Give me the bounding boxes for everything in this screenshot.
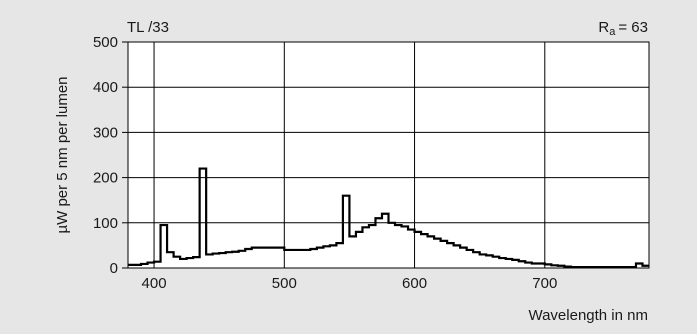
y-tick-label-200: 200	[93, 170, 118, 187]
x-tick-label-600: 600	[402, 275, 427, 292]
plot-area	[128, 42, 649, 268]
y-tick-label-0: 0	[110, 260, 118, 277]
y-axis-label: µW per 5 nm per lumen	[54, 76, 71, 233]
y-tick-label-400: 400	[93, 79, 118, 96]
ra-subscript: a	[609, 26, 616, 38]
x-tick-label-400: 400	[142, 275, 167, 292]
y-tick-label-100: 100	[93, 215, 118, 232]
ra-label: Ra = 63	[598, 19, 648, 38]
spectrum-series-line	[128, 167, 649, 269]
x-tick-label-700: 700	[532, 275, 557, 292]
x-axis-ticks: 400 500 600 700	[142, 275, 558, 292]
plot-frame	[127, 41, 650, 269]
x-tick-label-500: 500	[272, 275, 297, 292]
series-label: TL /33	[127, 19, 169, 36]
x-axis-label: Wavelength in nm	[528, 307, 648, 324]
y-tick-label-500: 500	[93, 34, 118, 51]
y-tick-label-300: 300	[93, 124, 118, 141]
grid-lines	[128, 42, 649, 268]
ra-value: = 63	[618, 19, 648, 36]
y-axis-ticks: 0 100 200 300 400 500	[93, 34, 128, 277]
ra-symbol: R	[598, 19, 609, 36]
